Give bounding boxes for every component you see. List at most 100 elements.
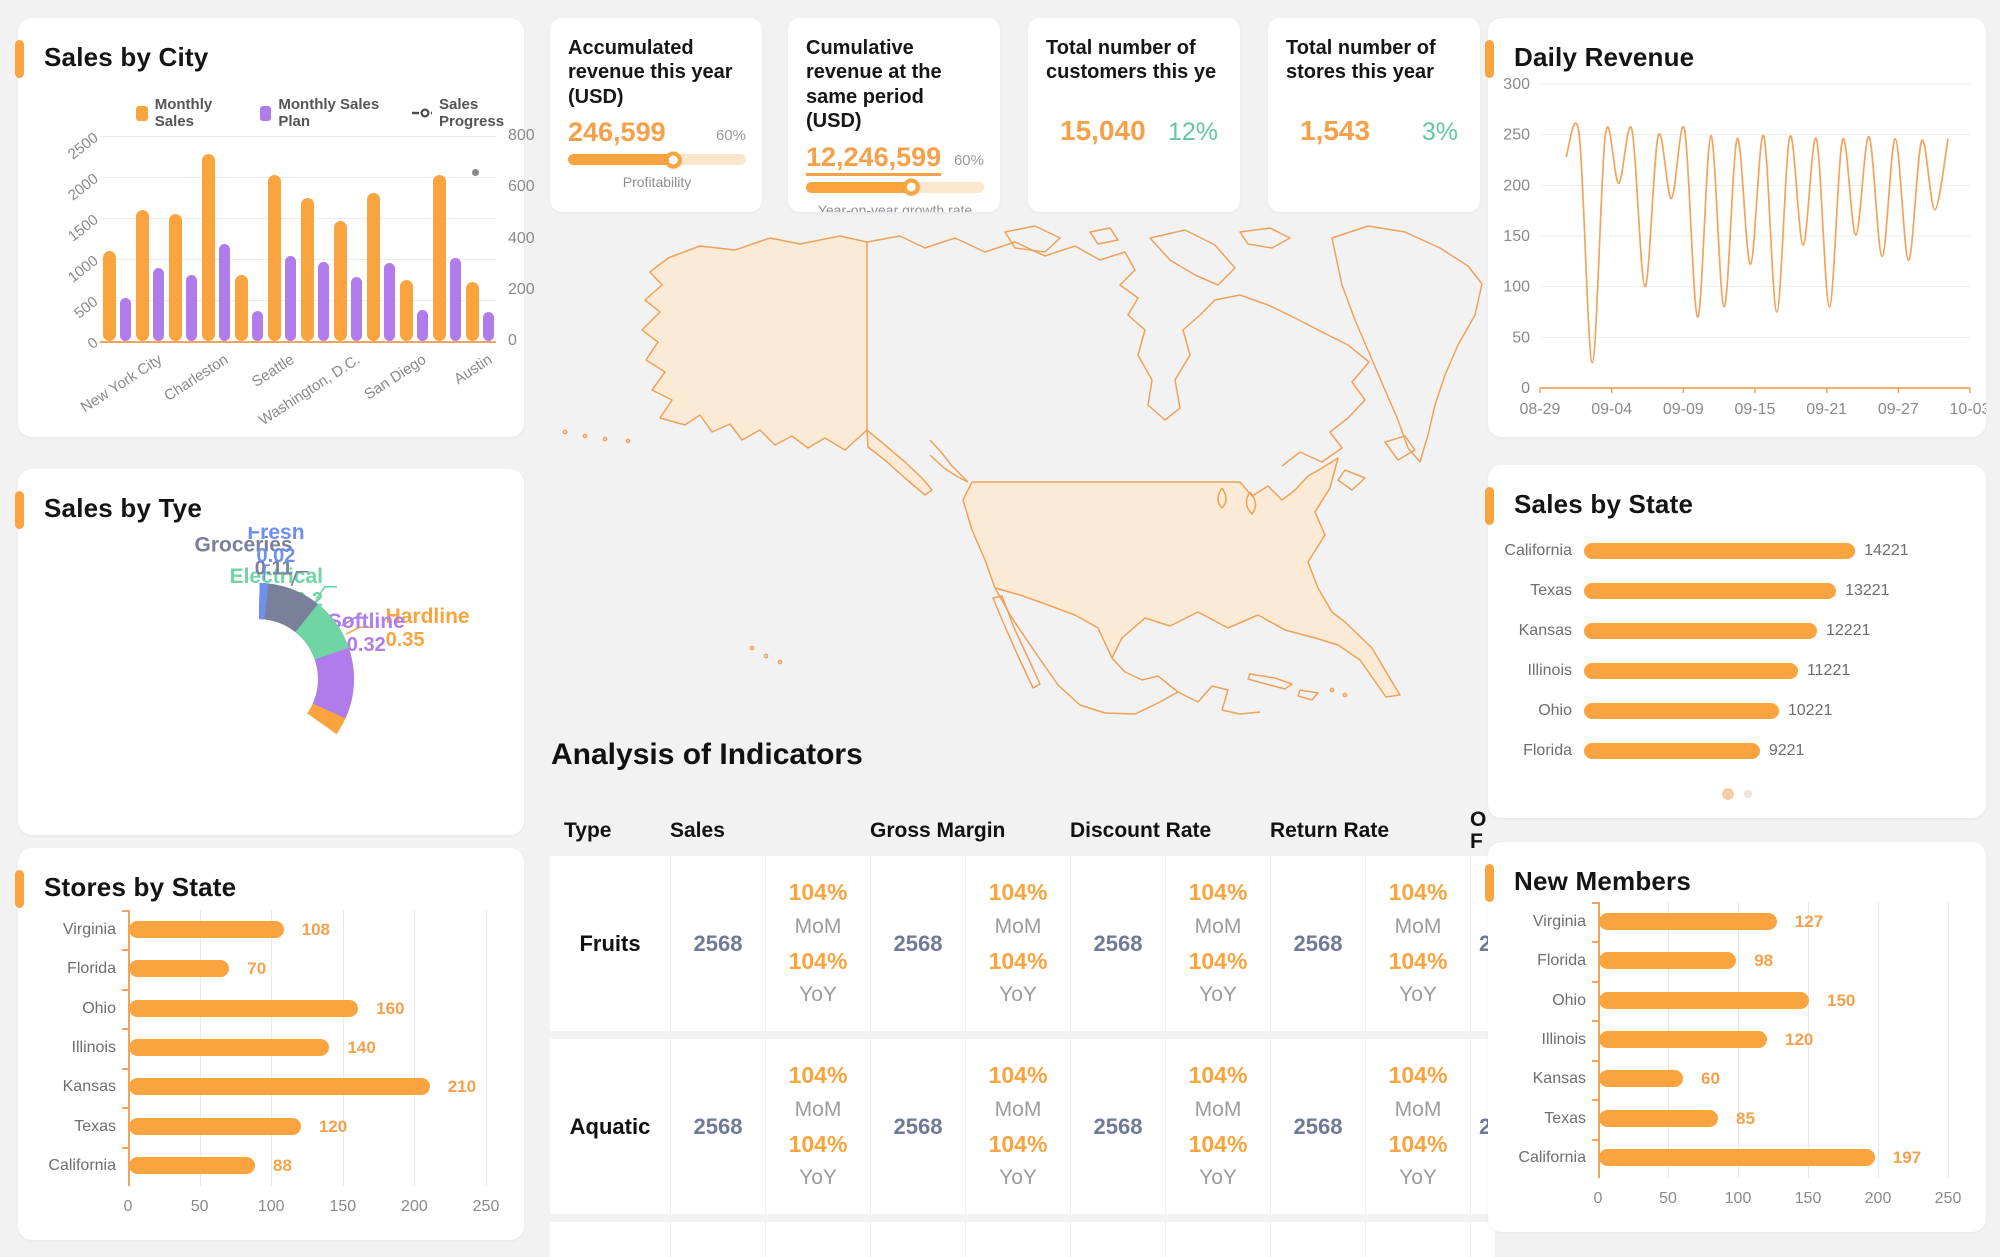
bar-monthly-sales[interactable] bbox=[267, 175, 281, 341]
y-axis-tick-right: 200 bbox=[508, 280, 535, 298]
bar-monthly-sales-plan[interactable] bbox=[383, 263, 395, 341]
bar-value: 120 bbox=[318, 1116, 348, 1136]
mom-label: MoM bbox=[994, 1097, 1042, 1121]
kpi-accumulated-revenue: Accumulated revenue this year (USD) 246,… bbox=[550, 18, 762, 212]
yoy-percent: 104% bbox=[988, 948, 1048, 974]
bar-ohio[interactable] bbox=[1584, 703, 1779, 719]
bar-texas[interactable] bbox=[1599, 1109, 1718, 1127]
gridline bbox=[100, 136, 496, 137]
bar-florida[interactable] bbox=[1599, 952, 1737, 970]
bar-texas[interactable] bbox=[129, 1117, 301, 1135]
svg-text:09-15: 09-15 bbox=[1735, 401, 1776, 418]
cell-value: 2568 bbox=[1270, 1039, 1365, 1214]
bar-california[interactable] bbox=[1584, 543, 1856, 559]
grid-250 bbox=[486, 910, 487, 1186]
bar-monthly-sales[interactable] bbox=[234, 275, 248, 341]
svg-text:100: 100 bbox=[1503, 279, 1530, 296]
progress-knob[interactable] bbox=[902, 178, 920, 196]
north-america-map[interactable] bbox=[540, 212, 1500, 742]
kpi-caption: Profitability bbox=[622, 174, 692, 191]
bar-monthly-sales-plan[interactable] bbox=[218, 244, 230, 341]
svg-text:0: 0 bbox=[1521, 380, 1530, 397]
bar-value: 88 bbox=[273, 1156, 292, 1176]
sales-by-type-donut: Hardline0.35Softline0.32Electrical0.2Gro… bbox=[195, 527, 470, 735]
bar-kansas[interactable] bbox=[129, 1078, 430, 1096]
svg-text:09-21: 09-21 bbox=[1806, 401, 1847, 418]
bar-monthly-sales-plan[interactable] bbox=[185, 275, 197, 341]
bar-monthly-sales-plan[interactable] bbox=[317, 262, 329, 341]
sales-by-type-title: Sales by Tye bbox=[44, 493, 203, 523]
bar-monthly-sales[interactable] bbox=[201, 154, 215, 341]
bar-illinois[interactable] bbox=[1599, 1031, 1767, 1048]
legend-item-monthly-sales[interactable]: Monthly Sales bbox=[136, 96, 234, 130]
bar-monthly-sales[interactable] bbox=[399, 279, 413, 341]
bar-monthly-sales[interactable] bbox=[366, 193, 380, 341]
progress-knob[interactable] bbox=[664, 151, 682, 169]
bar-monthly-sales[interactable] bbox=[465, 281, 479, 341]
donut-slice-groceries[interactable] bbox=[259, 583, 318, 633]
bar-monthly-sales-plan[interactable] bbox=[152, 268, 164, 341]
bar-florida[interactable] bbox=[1584, 743, 1760, 759]
donut-slice-fresh[interactable] bbox=[259, 583, 269, 620]
x-axis-tick: 250 bbox=[472, 1198, 500, 1215]
state-label: Kansas bbox=[62, 1078, 116, 1096]
yoy-label: YoY bbox=[999, 983, 1037, 1007]
gridline bbox=[100, 300, 496, 301]
bar-monthly-sales[interactable] bbox=[432, 175, 446, 341]
svg-text:250: 250 bbox=[1503, 127, 1530, 144]
dash-dot-marker-icon bbox=[411, 108, 433, 118]
state-label: California bbox=[48, 1157, 116, 1175]
kpi-total-customers: Total number of customers this ye 15,040… bbox=[1028, 18, 1240, 212]
bar-virginia[interactable] bbox=[129, 920, 284, 938]
bar-monthly-sales-plan[interactable] bbox=[119, 297, 131, 341]
bar-monthly-sales-plan[interactable] bbox=[284, 255, 296, 341]
bar-value: 12221 bbox=[1826, 622, 1871, 639]
bar-kansas[interactable] bbox=[1584, 623, 1817, 639]
indicators-table: Type Sales Gross Margin Discount Rate Return… bbox=[550, 806, 1495, 1257]
mom-percent: 104% bbox=[1188, 1062, 1248, 1089]
bar-illinois[interactable] bbox=[129, 1039, 330, 1056]
bar-value: 150 bbox=[1827, 990, 1856, 1010]
bar-monthly-sales[interactable] bbox=[168, 213, 182, 341]
bar-ohio[interactable] bbox=[1599, 991, 1809, 1009]
bar-monthly-sales-plan[interactable] bbox=[416, 309, 428, 341]
cell-value: 2568 bbox=[670, 1039, 765, 1214]
legend-item-sales-progress[interactable]: Sales Progress bbox=[411, 96, 524, 130]
bar-ohio[interactable] bbox=[129, 999, 359, 1017]
pagination-dot[interactable] bbox=[1744, 790, 1752, 798]
cell-subvalues: 104%MoM bbox=[1365, 1222, 1470, 1257]
bar-virginia[interactable] bbox=[1599, 912, 1777, 930]
bar-monthly-sales-plan[interactable] bbox=[251, 310, 263, 341]
bar-monthly-sales-plan[interactable] bbox=[350, 277, 362, 341]
cell-value: 2568 bbox=[1070, 856, 1165, 1031]
bar-monthly-sales-plan[interactable] bbox=[482, 312, 494, 341]
bar-value: 13221 bbox=[1845, 582, 1890, 599]
x-axis-tick: 50 bbox=[1659, 1190, 1677, 1207]
bar-monthly-sales-plan[interactable] bbox=[449, 258, 461, 341]
bar-monthly-sales[interactable] bbox=[333, 221, 347, 341]
pagination-dot-active[interactable] bbox=[1722, 788, 1734, 800]
axis-tick bbox=[122, 910, 128, 912]
kpi-title: Cumulative revenue at the same period (U… bbox=[806, 37, 942, 133]
axis-tick bbox=[122, 1146, 128, 1149]
sales-progress-point[interactable] bbox=[472, 169, 480, 177]
bar-florida[interactable] bbox=[129, 960, 230, 978]
bar-monthly-sales[interactable] bbox=[300, 197, 314, 341]
bar-texas[interactable] bbox=[1584, 583, 1837, 599]
cell-value bbox=[670, 1222, 765, 1257]
daily-revenue-line-chart[interactable]: 300 250 200 150 100 50 0 08-29 09-04 09-09 09-15 09… bbox=[1488, 70, 1986, 430]
stores-by-state-title: Stores by State bbox=[44, 872, 237, 902]
revenue-line-series[interactable] bbox=[1565, 122, 1949, 364]
bar-monthly-sales[interactable] bbox=[135, 209, 149, 341]
cell-subvalues: 104% MoM 104% YoY bbox=[1165, 856, 1270, 1031]
x-axis-tick: San Diego bbox=[361, 351, 430, 404]
state-label: Ohio bbox=[1538, 702, 1572, 719]
bar-illinois[interactable] bbox=[1584, 663, 1798, 679]
bar-california[interactable] bbox=[129, 1157, 256, 1175]
bar-monthly-sales[interactable] bbox=[102, 250, 116, 341]
bar-kansas[interactable] bbox=[1599, 1070, 1683, 1088]
yoy-percent: 104% bbox=[1388, 948, 1448, 974]
bar-california[interactable] bbox=[1599, 1149, 1875, 1167]
legend-item-monthly-sales-plan[interactable]: Monthly Sales Plan bbox=[259, 96, 386, 130]
cell-type bbox=[550, 1222, 670, 1257]
